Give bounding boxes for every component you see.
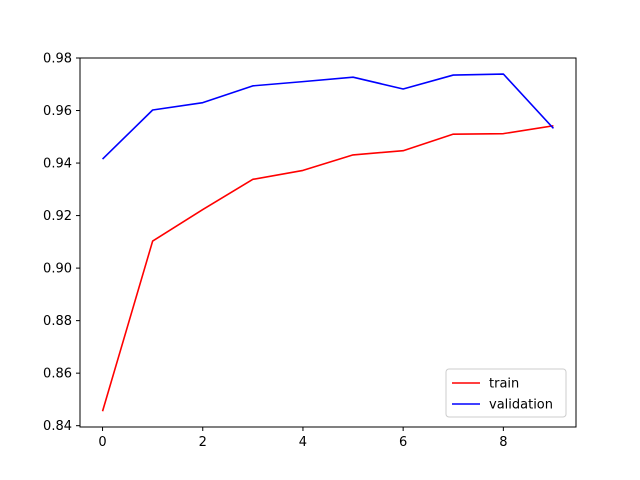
y-tick-label: 0.92	[43, 209, 72, 224]
x-tick-label: 4	[299, 435, 307, 450]
y-tick-label: 0.86	[43, 367, 72, 382]
x-tick-label: 2	[199, 435, 207, 450]
x-tick-label: 8	[499, 435, 507, 450]
x-axis: 0 2 4 6 8	[98, 427, 507, 450]
legend-box	[445, 368, 567, 418]
y-tick-label: 0.96	[43, 104, 72, 119]
plot-frame	[79, 57, 577, 428]
y-axis: 0.84 0.86 0.88 0.90 0.92 0.94 0.96 0.98	[43, 52, 80, 434]
y-tick-label: 0.98	[43, 52, 72, 67]
x-tick-label: 6	[399, 435, 407, 450]
y-tick-label: 0.84	[43, 419, 72, 434]
legend-label-train: train	[489, 377, 519, 392]
y-tick-label: 0.94	[43, 157, 72, 172]
series-line-validation	[101, 73, 555, 160]
series-line-train	[101, 124, 554, 412]
legend: train validation	[445, 368, 567, 418]
y-tick-label: 0.90	[43, 262, 72, 277]
legend-label-validation: validation	[489, 398, 553, 413]
y-tick-label: 0.88	[43, 314, 72, 329]
x-tick-label: 0	[98, 435, 106, 450]
series-layer	[101, 73, 555, 412]
